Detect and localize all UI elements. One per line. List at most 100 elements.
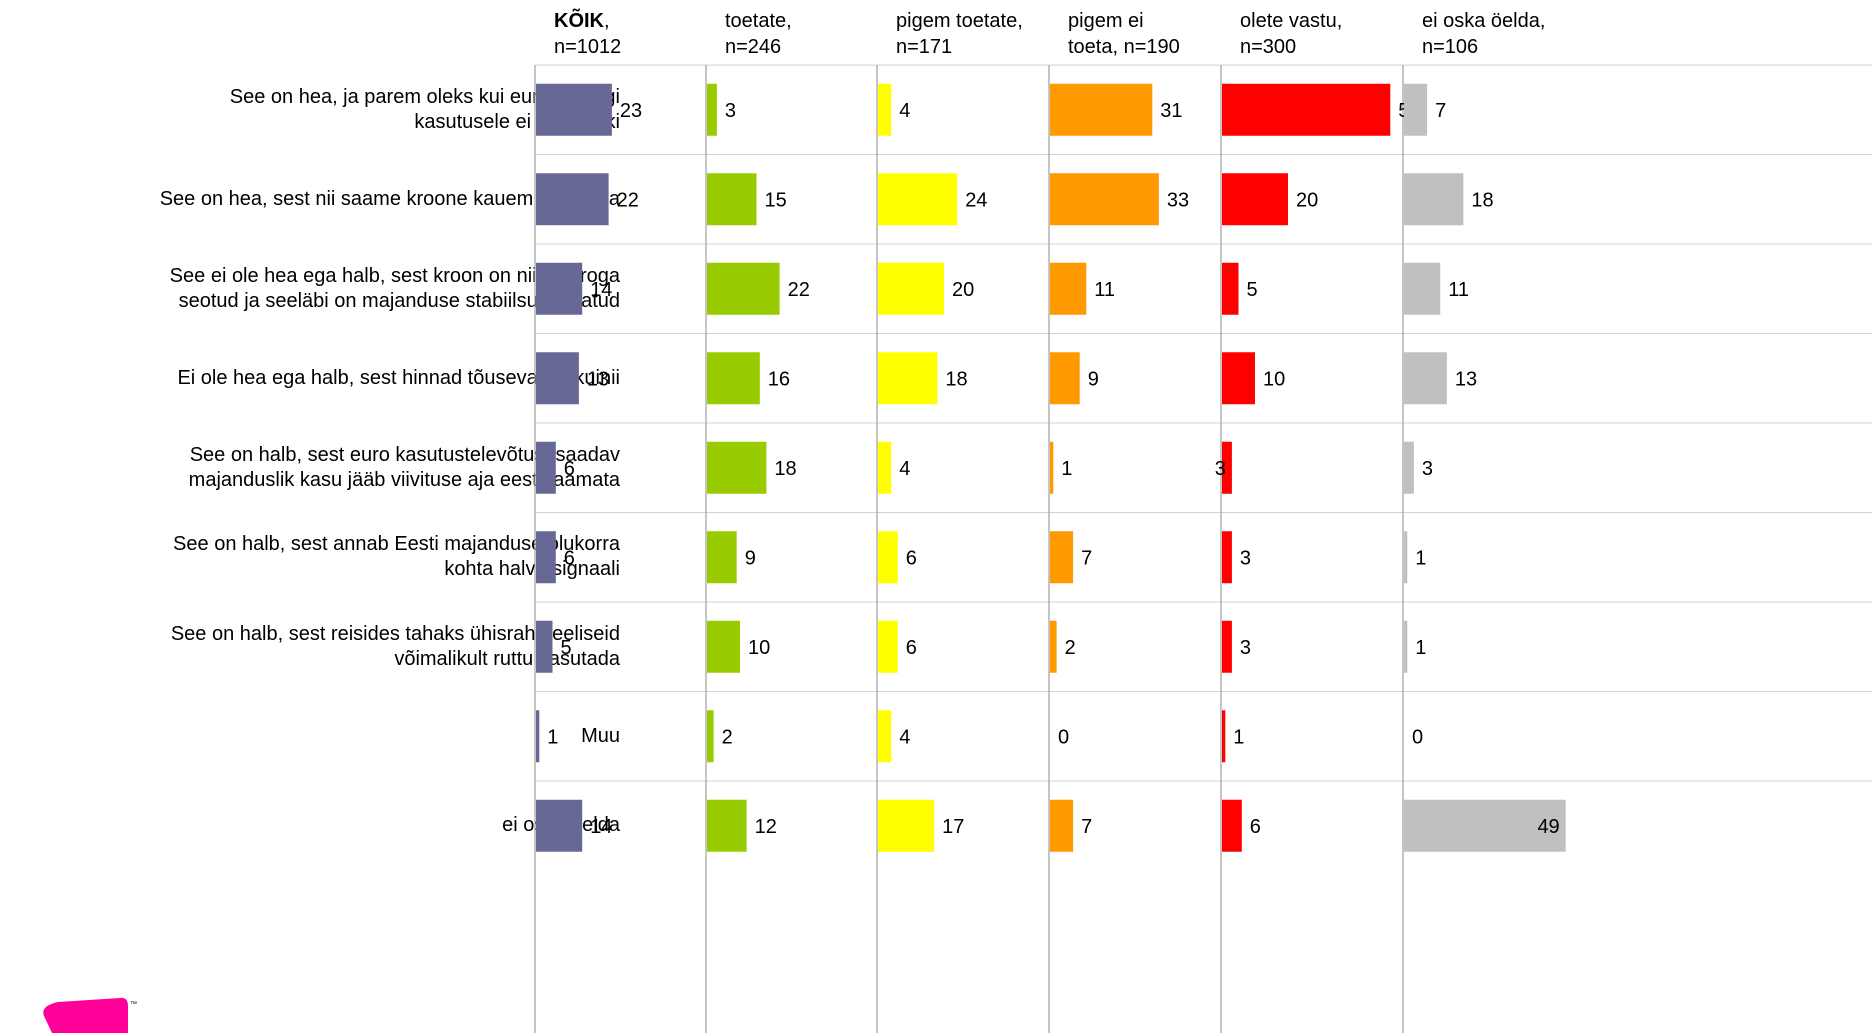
- value-label: 22: [788, 279, 810, 301]
- bar: [878, 710, 892, 763]
- value-label: 23: [620, 100, 642, 122]
- bar: [536, 799, 583, 852]
- value-label: 15: [765, 189, 787, 211]
- category-label-line: See on hea, sest nii saame kroone kauem …: [159, 187, 620, 210]
- bar: [707, 620, 740, 673]
- value-label: 4: [899, 458, 910, 480]
- column-header-name: toetate,: [725, 10, 792, 32]
- column-header-name: olete vastu,: [1240, 10, 1343, 32]
- bar: [707, 799, 747, 852]
- value-label: 6: [906, 547, 917, 569]
- category-label-line: Ei ole hea ega halb, sest hinnad tõuseva…: [177, 366, 620, 389]
- bar: [1222, 441, 1232, 494]
- value-label: 6: [564, 547, 575, 569]
- column-header-name: pigem toetate,: [896, 10, 1023, 32]
- value-label: 9: [745, 547, 756, 569]
- value-label: 18: [774, 458, 796, 480]
- value-label: 5: [561, 637, 572, 659]
- column-header: toetate, n=246: [725, 8, 792, 60]
- value-label: 12: [755, 816, 777, 838]
- value-label: 13: [1455, 368, 1477, 390]
- column-header-n: n=300: [1240, 36, 1297, 58]
- category-label-line: võimalikult ruttu kasutada: [394, 647, 620, 670]
- bar: [1050, 83, 1153, 136]
- value-label: 5: [1247, 279, 1258, 301]
- value-label: 24: [965, 189, 987, 211]
- category-label-line: See on halb, sest reisides tahaks ühisra…: [170, 622, 620, 645]
- column-header-n: n=246: [725, 36, 782, 58]
- bar: [707, 83, 717, 136]
- logo-shape: [43, 997, 128, 1033]
- category-label-line: See on hea, ja parem oleks kui eurot kun…: [229, 85, 620, 108]
- bar: [707, 531, 737, 584]
- category-label-line: kohta halva signaali: [444, 558, 620, 581]
- column-header-name: ei oska öelda,: [1422, 10, 1546, 32]
- value-label: 22: [617, 189, 639, 211]
- bar: [1222, 620, 1232, 673]
- value-label: 10: [1263, 368, 1285, 390]
- value-label: 13: [587, 368, 609, 390]
- bar: [878, 620, 898, 673]
- column-header-name: KÕIK,: [554, 10, 610, 32]
- bar: [1222, 710, 1226, 763]
- column-header: pigem toetate, n=171: [896, 8, 1023, 60]
- bar: [1222, 173, 1288, 226]
- bar: [536, 710, 540, 763]
- value-label: 20: [952, 279, 974, 301]
- bar: [1050, 620, 1057, 673]
- category-label: Muu: [0, 724, 620, 749]
- value-label: 6: [564, 458, 575, 480]
- bar: [1404, 799, 1566, 852]
- category-label-line: See on halb, sest annab Eesti majanduse …: [173, 533, 620, 556]
- value-label: 16: [768, 368, 790, 390]
- value-label: 7: [1081, 816, 1092, 838]
- value-label: 1: [1061, 458, 1072, 480]
- value-label: 1: [1233, 726, 1244, 748]
- value-label: 18: [1471, 189, 1493, 211]
- bar: [707, 262, 780, 315]
- value-label: 49: [1537, 816, 1559, 838]
- bar: [878, 262, 944, 315]
- value-label: 11: [1448, 279, 1469, 301]
- value-label: 1: [1415, 547, 1426, 569]
- value-label: 3: [1215, 458, 1226, 480]
- category-label-line: See on halb, sest euro kasutustelevõtust…: [189, 443, 620, 466]
- bar: [1404, 173, 1464, 226]
- value-label: 9: [1088, 368, 1099, 390]
- bar: [1404, 441, 1414, 494]
- category-label: See on halb, sest euro kasutustelevõtust…: [0, 443, 620, 493]
- value-label: 14: [590, 816, 612, 838]
- value-label: 3: [1240, 547, 1251, 569]
- category-label: Ei ole hea ega halb, sest hinnad tõuseva…: [0, 366, 620, 391]
- bar: [536, 83, 612, 136]
- bar: [1050, 352, 1080, 405]
- bar: [707, 352, 760, 405]
- category-label-line: Muu: [581, 724, 620, 747]
- bar: [1050, 441, 1054, 494]
- value-label: 0: [1058, 726, 1069, 748]
- logo-tm: ™: [130, 1001, 137, 1008]
- value-label: 6: [1250, 816, 1261, 838]
- value-label: 2: [722, 726, 733, 748]
- column-header-n: n=106: [1422, 36, 1479, 58]
- value-label: 1: [1415, 637, 1426, 659]
- bar: [536, 531, 556, 584]
- bar: [1222, 799, 1242, 852]
- value-label: 0: [1412, 726, 1423, 748]
- bar: [1404, 352, 1447, 405]
- value-label: 4: [899, 726, 910, 748]
- value-label: 33: [1167, 189, 1189, 211]
- value-label: 6: [906, 637, 917, 659]
- bar: [1050, 799, 1074, 852]
- bar: [1404, 620, 1408, 673]
- category-label: See on halb, sest reisides tahaks ühisra…: [0, 622, 620, 672]
- value-label: 20: [1296, 189, 1318, 211]
- bar: [878, 531, 898, 584]
- value-label: 3: [1240, 637, 1251, 659]
- bar: [707, 173, 757, 226]
- bar: [536, 173, 609, 226]
- bar: [536, 352, 579, 405]
- category-label: See ei ole hea ega halb, sest kroon on n…: [0, 264, 620, 314]
- column-header-name: pigem ei: [1068, 10, 1144, 32]
